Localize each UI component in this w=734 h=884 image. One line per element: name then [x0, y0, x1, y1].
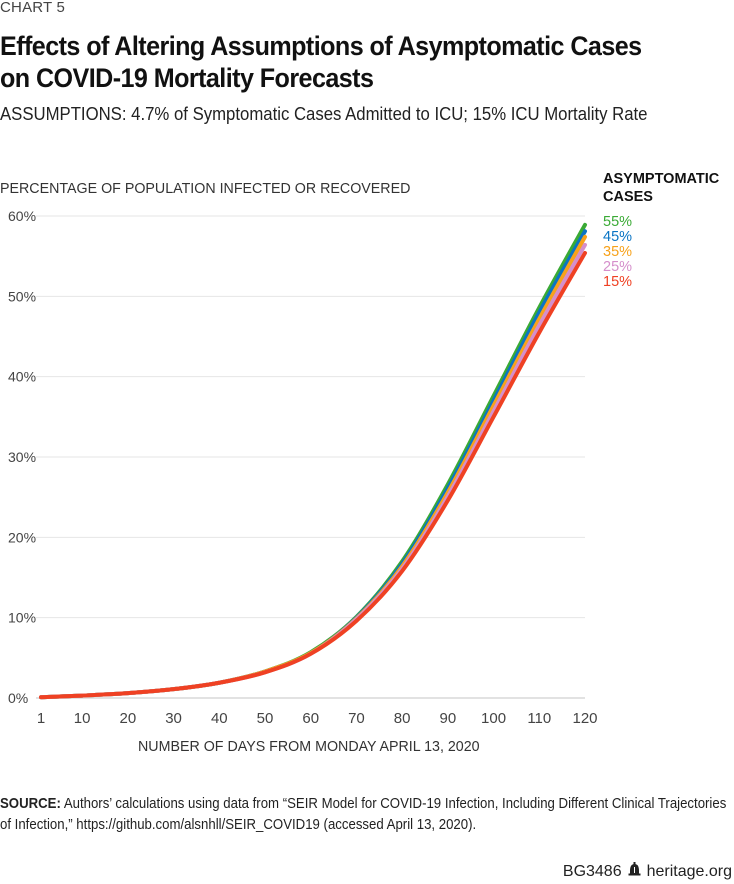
legend-title-line-1: ASYMPTOMATIC — [603, 171, 720, 187]
y-tick-label: 50% — [8, 288, 36, 304]
y-tick-label: 10% — [8, 610, 36, 626]
source-note: SOURCE: Authors’ calculations using data… — [0, 793, 730, 835]
x-tick-label: 10 — [74, 710, 91, 727]
x-tick-label: 20 — [120, 710, 137, 727]
x-tick-label: 60 — [302, 710, 319, 727]
legend-item: 25% — [603, 259, 633, 275]
chart-number-label: CHART 5 — [0, 0, 66, 16]
chart-title: Effects of Altering Assumptions of Asymp… — [0, 30, 707, 94]
legend-item: 35% — [603, 244, 633, 260]
y-tick-label: 30% — [8, 449, 36, 465]
x-tick-label: 1 — [37, 710, 45, 727]
series-line-35pct — [39, 234, 587, 700]
legend-item: 55% — [603, 214, 633, 230]
y-tick-label: 40% — [8, 369, 36, 385]
report-id: BG3486 — [562, 862, 622, 880]
legend-item: 15% — [603, 274, 633, 290]
chart-subtitle: ASSUMPTIONS: 4.7% of Symptomatic Cases A… — [0, 104, 648, 124]
series-line-15pct — [39, 250, 587, 700]
y-tick-label: 20% — [8, 529, 36, 545]
x-tick-label: 40 — [211, 710, 228, 727]
legend-title-line-2: CASES — [603, 189, 653, 205]
x-tick-label: 120 — [572, 710, 597, 727]
x-axis-ticks: 1 10 20 30 40 50 60 70 80 90 100 110 120 — [37, 710, 598, 727]
x-tick-label: 50 — [257, 710, 274, 727]
legend-title: ASYMPTOMATIC CASES — [603, 170, 719, 206]
series-line-55pct — [39, 222, 587, 700]
x-tick-label: 80 — [394, 710, 411, 727]
series-lines — [39, 222, 587, 700]
gridlines — [36, 215, 585, 699]
source-text: Authors’ calculations using data from “S… — [0, 795, 727, 833]
x-tick-label: 90 — [440, 710, 457, 727]
x-tick-label: 70 — [348, 710, 365, 727]
y-tick-label: 60% — [8, 208, 36, 224]
y-axis-ticks: 0% 10% 20% 30% 40% 50% 60% — [8, 208, 36, 706]
footer-branding: BG3486 heritage.org — [563, 862, 732, 881]
x-tick-label: 30 — [165, 710, 182, 727]
site-link[interactable]: heritage.org — [646, 862, 732, 880]
x-tick-label: 110 — [527, 710, 551, 727]
chart-title-line-2: on COVID-19 Mortality Forecasts — [0, 63, 374, 93]
x-axis-label: NUMBER OF DAYS FROM MONDAY APRIL 13, 202… — [138, 738, 480, 755]
chart-title-line-1: Effects of Altering Assumptions of Asymp… — [0, 31, 642, 61]
source-label: SOURCE: — [0, 795, 61, 812]
liberty-bell-icon — [628, 862, 641, 881]
legend-item: 45% — [603, 229, 633, 245]
series-line-25pct — [39, 242, 587, 700]
series-line-45pct — [39, 229, 587, 700]
y-axis-label: PERCENTAGE OF POPULATION INFECTED OR REC… — [0, 180, 411, 197]
y-tick-label: 0% — [8, 690, 28, 706]
x-tick-label: 100 — [481, 710, 506, 727]
